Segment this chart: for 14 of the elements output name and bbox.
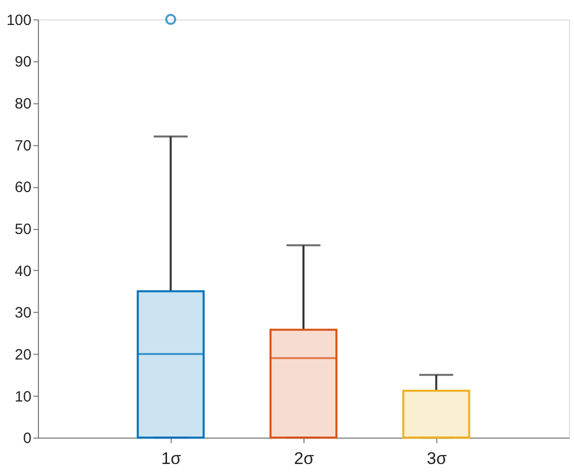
- y-tick-label: 50: [14, 221, 32, 238]
- y-tick-label: 100: [6, 12, 32, 29]
- x-tick-label: 3σ: [426, 449, 448, 468]
- x-tick-label: 1σ: [161, 449, 182, 468]
- x-tick-label: 2σ: [294, 449, 314, 468]
- y-tick-label: 80: [14, 96, 32, 113]
- y-tick-label: 30: [14, 304, 32, 322]
- y-tick-label: 70: [14, 137, 32, 154]
- y-tick-label: 10: [14, 388, 32, 406]
- y-tick-label: 90: [14, 54, 32, 71]
- y-tick-label: 0: [23, 430, 32, 448]
- y-tick-label: 60: [14, 179, 32, 196]
- y-tick-label: 40: [14, 262, 32, 280]
- y-tick-label: 20: [14, 346, 32, 364]
